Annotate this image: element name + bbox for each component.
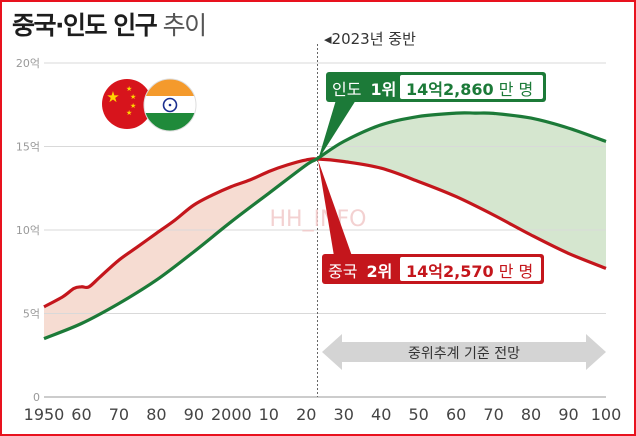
china-lead-area xyxy=(44,158,318,339)
india-flag xyxy=(143,78,197,132)
india-callout-number: 14억2,860 xyxy=(406,80,494,99)
svg-text:★: ★ xyxy=(126,85,132,93)
india-callout-unit: 만 명 xyxy=(499,80,534,99)
svg-text:★: ★ xyxy=(130,102,136,110)
china-callout-unit: 만 명 xyxy=(499,262,534,281)
svg-text:★: ★ xyxy=(106,88,119,106)
x-tick-label: 1950 xyxy=(24,405,65,424)
x-tick-label: 70 xyxy=(483,405,503,424)
title-bold: 중국·인도 인구 xyxy=(12,11,158,40)
projection-label: 중위추계 기준 전망 xyxy=(408,346,520,362)
x-tick-label: 70 xyxy=(109,405,129,424)
x-tick-label: 20 xyxy=(296,405,316,424)
y-tick-label: 0 xyxy=(33,391,40,404)
divider-2023-label: ◂2023년 중반 xyxy=(324,30,416,48)
title-light: 추이 xyxy=(162,11,208,40)
x-tick-label: 2000 xyxy=(211,405,252,424)
x-tick-label: 30 xyxy=(334,405,354,424)
x-tick-label: 80 xyxy=(146,405,166,424)
x-tick-label: 50 xyxy=(408,405,428,424)
china-callout-number: 14억2,570 xyxy=(406,262,494,281)
india-callout-rank: 1위 xyxy=(371,80,397,99)
x-tick-label: 100 xyxy=(591,405,622,424)
watermark: HH_INFO xyxy=(269,207,366,232)
chart-title: 중국·인도 인구 추이 xyxy=(12,6,208,42)
china-flag: ★ ★ ★ ★ ★ xyxy=(102,79,152,129)
india-lead-area xyxy=(317,113,606,269)
x-tick-label: 80 xyxy=(521,405,541,424)
y-tick-labels: 0 5억 10억 15억 20억 xyxy=(16,57,40,404)
india-callout: 인도 1위 14억2,860 만 명 xyxy=(318,72,546,160)
projection-arrow xyxy=(322,334,606,370)
x-tick-label: 40 xyxy=(371,405,391,424)
svg-text:14억2,570 만 명: 14억2,570 만 명 xyxy=(406,262,533,281)
y-tick-label: 5억 xyxy=(23,308,40,321)
china-callout: 중국 2위 14억2,570 만 명 xyxy=(318,160,544,284)
svg-text:인도 1위: 인도 1위 xyxy=(332,80,396,99)
svg-text:★: ★ xyxy=(126,109,132,117)
china-callout-country: 중국 xyxy=(328,262,357,281)
y-tick-label: 20억 xyxy=(16,57,40,70)
x-tick-label: 90 xyxy=(558,405,578,424)
svg-text:중국 2위: 중국 2위 xyxy=(328,262,392,281)
x-tick-label: 10 xyxy=(259,405,279,424)
y-tick-label: 15억 xyxy=(16,141,40,154)
china-callout-rank: 2위 xyxy=(367,262,393,281)
series-line-china xyxy=(43,157,607,309)
svg-text:14억2,860 만 명: 14억2,860 만 명 xyxy=(406,80,533,99)
x-tick-label: 60 xyxy=(71,405,91,424)
x-tick-labels: 1950 60 70 80 90 2000 10 20 30 40 50 60 70 80 90 100 xyxy=(24,405,622,424)
svg-text:★: ★ xyxy=(130,93,136,101)
india-callout-country: 인도 xyxy=(332,80,361,99)
series-line-india xyxy=(43,111,607,341)
x-tick-label: 60 xyxy=(446,405,466,424)
x-tick-label: 90 xyxy=(184,405,204,424)
y-tick-label: 10억 xyxy=(16,224,40,237)
